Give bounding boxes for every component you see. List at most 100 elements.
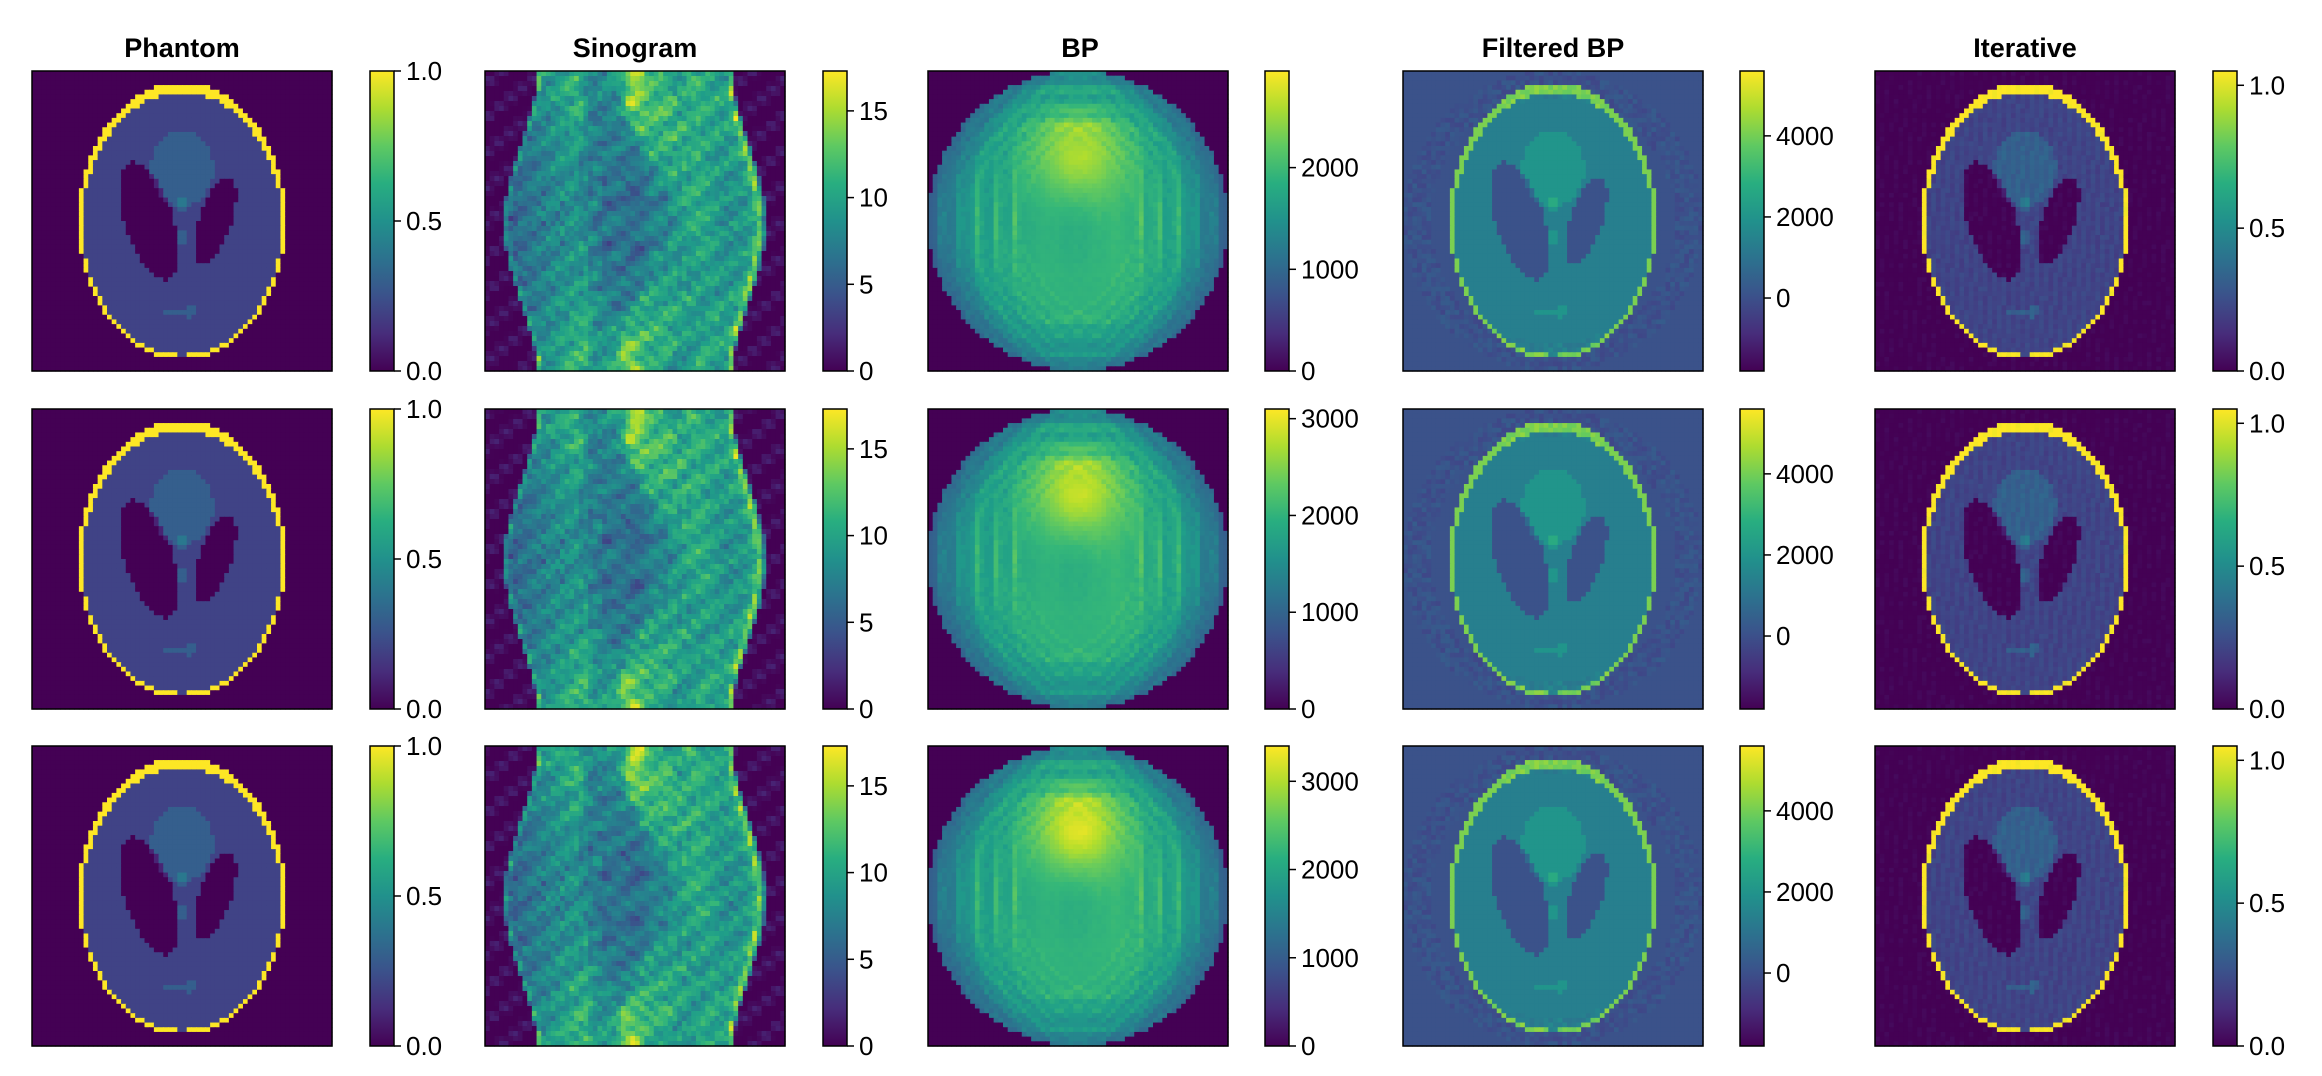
colorbar-tick-label: 0.0 xyxy=(406,356,442,386)
colorbar-tick-label: 4000 xyxy=(1776,796,1834,826)
heatmap-bp-row-1 xyxy=(928,409,1229,710)
colorbar-tick-label: 2000 xyxy=(1776,877,1834,907)
colorbar: 0 1000 2000 xyxy=(1265,71,1359,386)
heatmap-sinogram-row-0 xyxy=(485,71,786,372)
heatmap-sinogram-row-1 xyxy=(485,409,786,710)
colorbar-tick-label: 1000 xyxy=(1301,943,1359,973)
colorbar-gradient xyxy=(1740,71,1764,371)
colorbar: 0 5 10 15 xyxy=(823,409,888,724)
colorbar-tick-label: 0 xyxy=(1301,356,1315,386)
heatmap-bp-row-0 xyxy=(928,71,1229,372)
heatmap-fbp-row-1 xyxy=(1403,409,1704,710)
colorbar-tick-label: 2000 xyxy=(1776,202,1834,232)
colorbar-tick-label: 4000 xyxy=(1776,459,1834,489)
colorbar: 0.0 0.5 1.0 xyxy=(370,731,442,1061)
colorbar: 0.0 0.5 1.0 xyxy=(370,394,442,724)
colorbar-gradient xyxy=(1740,409,1764,709)
column-title-sinogram: Sinogram xyxy=(573,33,698,63)
colorbar-tick-label: 3000 xyxy=(1301,766,1359,796)
colorbar-tick-label: 1.0 xyxy=(406,394,442,424)
heatmap-iterative-row-2 xyxy=(1875,746,2176,1047)
colorbar-tick-label: 15 xyxy=(859,434,888,464)
heatmap-phantom-row-2 xyxy=(32,746,333,1047)
colorbar-tick-label: 0 xyxy=(1776,621,1790,651)
colorbar: 0.0 0.5 1.0 xyxy=(2213,745,2285,1061)
colorbar: 0.00.51.0 xyxy=(2213,408,2285,724)
colorbar-tick-label: 1.0 xyxy=(406,731,442,761)
colorbar-tick-label: 1.0 xyxy=(2249,408,2285,438)
heatmap-phantom-row-1 xyxy=(32,409,333,710)
colorbar: 0 2000 4000 xyxy=(1740,409,1834,709)
colorbar-tick-label: 2000 xyxy=(1301,500,1359,530)
colorbar-tick-label: 2000 xyxy=(1776,540,1834,570)
colorbar-tick-label: 0.5 xyxy=(2249,213,2285,243)
colorbar: 0 2000 4000 xyxy=(1740,746,1834,1046)
colorbar-tick-label: 0.5 xyxy=(2249,888,2285,918)
colorbar-tick-label: 0.5 xyxy=(406,206,442,236)
colorbar-gradient xyxy=(2213,409,2237,709)
colorbar: 0 5 10 15 xyxy=(823,746,888,1061)
colorbar-tick-label: 0 xyxy=(1776,958,1790,988)
colorbar: 0.0 0.5 1.0 xyxy=(2213,70,2285,386)
colorbar: 0 1000 2000 3000 xyxy=(1265,746,1359,1061)
colorbar-gradient xyxy=(1740,746,1764,1046)
heatmap-iterative-row-0 xyxy=(1875,71,2176,372)
colorbar-tick-label: 0 xyxy=(859,694,873,724)
colorbar-tick-label: 5 xyxy=(859,607,873,637)
colorbar-gradient xyxy=(823,71,847,371)
colorbar-tick-label: 10 xyxy=(859,183,888,213)
colorbar-tick-label: 1.0 xyxy=(406,56,442,86)
colorbar-tick-label: 0.5 xyxy=(406,544,442,574)
column-title-phantom: Phantom xyxy=(124,33,240,63)
colorbar-gradient xyxy=(370,71,394,371)
colorbar-tick-label: 2000 xyxy=(1301,153,1359,183)
colorbar-tick-label: 1000 xyxy=(1301,254,1359,284)
column-title-filtered-bp: Filtered BP xyxy=(1482,33,1625,63)
heatmap-bp-row-2 xyxy=(928,746,1229,1047)
panel-grid: 0.00.51.00510150100020000200040000.00.51… xyxy=(32,56,2285,1061)
colorbar-tick-label: 0 xyxy=(859,1031,873,1061)
colorbar-tick-label: 0 xyxy=(1776,283,1790,313)
colorbar: 0 2000 4000 xyxy=(1740,71,1834,371)
colorbar: 0.0 0.5 1.0 xyxy=(370,56,442,386)
colorbar-gradient xyxy=(823,409,847,709)
colorbar-gradient xyxy=(1265,409,1289,709)
colorbar-gradient xyxy=(2213,746,2237,1046)
colorbar-tick-label: 10 xyxy=(859,858,888,888)
colorbar-tick-label: 2000 xyxy=(1301,855,1359,885)
heatmap-fbp-row-2 xyxy=(1403,746,1704,1047)
column-title-iterative: Iterative xyxy=(1973,33,2077,63)
colorbar-gradient xyxy=(370,746,394,1046)
colorbar-tick-label: 1000 xyxy=(1301,597,1359,627)
colorbar-tick-label: 4000 xyxy=(1776,121,1834,151)
colorbar-tick-label: 0.0 xyxy=(406,1031,442,1061)
heatmap-sinogram-row-2 xyxy=(485,746,786,1047)
colorbar-tick-label: 15 xyxy=(859,96,888,126)
colorbar-gradient xyxy=(2213,71,2237,371)
colorbar: 0 1000 2000 3000 xyxy=(1265,404,1359,724)
colorbar-tick-label: 0.0 xyxy=(2249,1031,2285,1061)
colorbar-tick-label: 10 xyxy=(859,521,888,551)
heatmap-fbp-row-0 xyxy=(1403,71,1704,372)
colorbar-tick-label: 0 xyxy=(1301,694,1315,724)
colorbar-gradient xyxy=(1265,71,1289,371)
colorbar-tick-label: 0.0 xyxy=(406,694,442,724)
colorbar: 0 5 10 15 xyxy=(823,71,888,386)
colorbar-tick-label: 0.0 xyxy=(2249,694,2285,724)
colorbar-tick-label: 0.0 xyxy=(2249,356,2285,386)
column-title-bp: BP xyxy=(1061,33,1099,63)
heatmap-phantom-row-0 xyxy=(32,71,333,372)
colorbar-tick-label: 15 xyxy=(859,771,888,801)
colorbar-tick-label: 5 xyxy=(859,269,873,299)
colorbar-tick-label: 1.0 xyxy=(2249,70,2285,100)
colorbar-gradient xyxy=(823,746,847,1046)
heatmap-iterative-row-1 xyxy=(1875,409,2176,710)
colorbar-tick-label: 0 xyxy=(1301,1031,1315,1061)
colorbar-tick-label: 1.0 xyxy=(2249,745,2285,775)
colorbar-tick-label: 0.5 xyxy=(406,881,442,911)
colorbar-tick-label: 3000 xyxy=(1301,404,1359,434)
colorbar-gradient xyxy=(1265,746,1289,1046)
colorbar-tick-label: 0 xyxy=(859,356,873,386)
colorbar-tick-label: 5 xyxy=(859,944,873,974)
